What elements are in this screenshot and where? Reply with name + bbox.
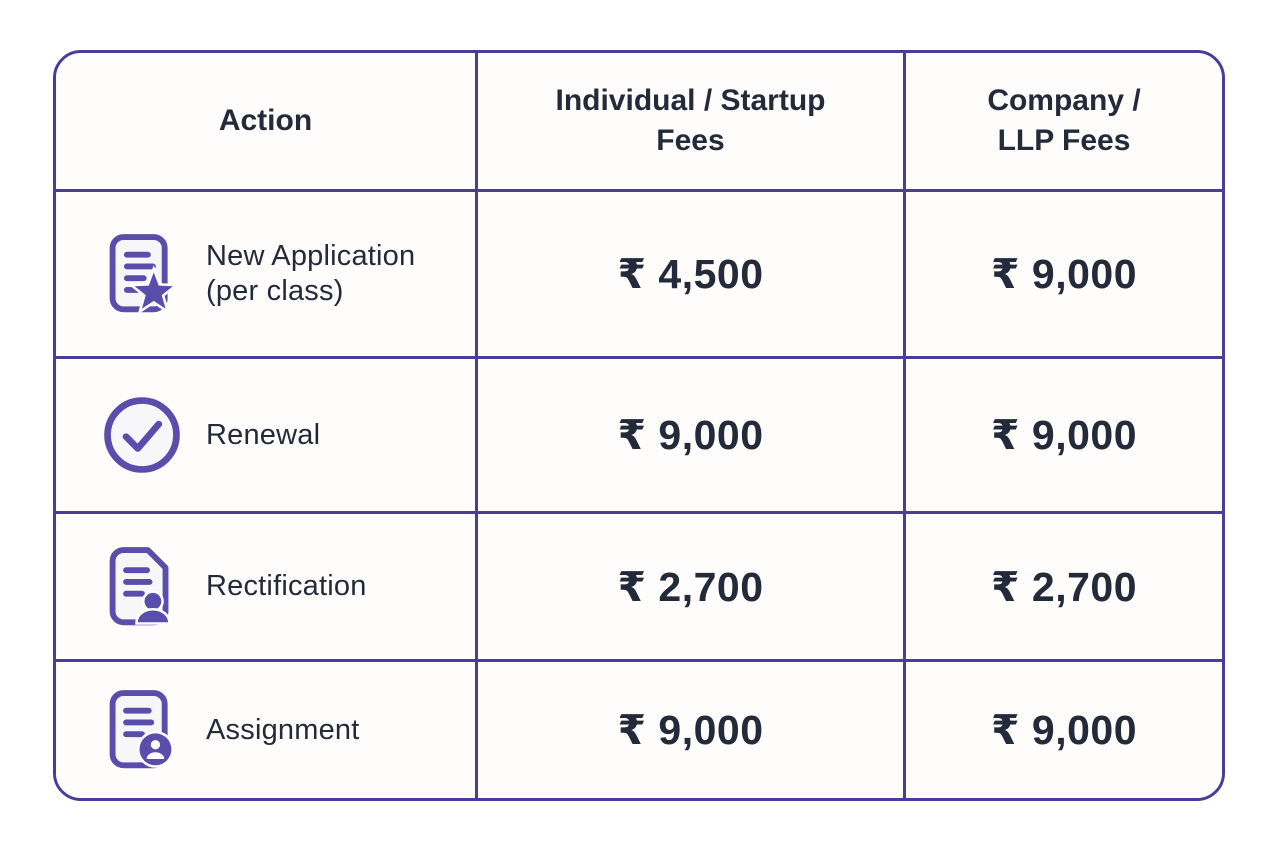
row-renewal-action-cell: Renewal xyxy=(56,359,478,514)
fee-cell-new-application-individual: ₹ 4,500 xyxy=(478,192,906,359)
action-label-renewal: Renewal xyxy=(206,418,321,451)
fee-cell-assignment-company: ₹ 9,000 xyxy=(906,662,1222,798)
action-label-rectification: Rectification xyxy=(206,570,367,603)
fee-cell-rectification-individual: ₹ 2,700 xyxy=(478,514,906,662)
row-new-application-action-cell: New Application (per class) xyxy=(56,192,478,359)
fee-value: ₹ 9,000 xyxy=(990,707,1138,753)
document-star-icon xyxy=(109,234,180,315)
fee-value: ₹ 4,500 xyxy=(617,251,764,297)
header-action-label: Action xyxy=(218,104,313,138)
fee-cell-new-application-company: ₹ 9,000 xyxy=(906,192,1222,359)
action-label-new-application: New Application (per class) xyxy=(206,240,416,307)
fee-value: ₹ 9,000 xyxy=(990,251,1138,297)
fee-value: ₹ 2,700 xyxy=(617,563,764,610)
fee-value: ₹ 2,700 xyxy=(990,563,1138,610)
document-person-icon xyxy=(109,546,171,625)
fee-cell-renewal-company: ₹ 9,000 xyxy=(906,359,1222,514)
fee-value: ₹ 9,000 xyxy=(617,707,764,753)
action-label-assignment: Assignment xyxy=(206,713,360,746)
header-individual-startup-label: Individual / Startup Fees xyxy=(555,84,826,157)
row-assignment-action-cell: Assignment xyxy=(56,662,478,798)
row-rectification-action-cell: Rectification xyxy=(56,514,478,662)
header-cell-individual-startup-fees: Individual / Startup Fees xyxy=(478,53,906,192)
fee-cell-assignment-individual: ₹ 9,000 xyxy=(478,662,906,798)
header-company-llp-label: Company / LLP Fees xyxy=(987,84,1141,157)
fee-value: ₹ 9,000 xyxy=(617,412,764,458)
header-cell-company-llp-fees: Company / LLP Fees xyxy=(906,53,1222,192)
fee-value: ₹ 9,000 xyxy=(990,412,1138,458)
fee-cell-rectification-company: ₹ 2,700 xyxy=(906,514,1222,662)
document-user-badge-icon xyxy=(109,690,174,769)
header-cell-action: Action xyxy=(56,53,478,192)
check-circle-icon xyxy=(104,397,180,473)
fees-table: Action Individual / Startup Fees Company… xyxy=(53,50,1225,801)
fee-cell-renewal-individual: ₹ 9,000 xyxy=(478,359,906,514)
